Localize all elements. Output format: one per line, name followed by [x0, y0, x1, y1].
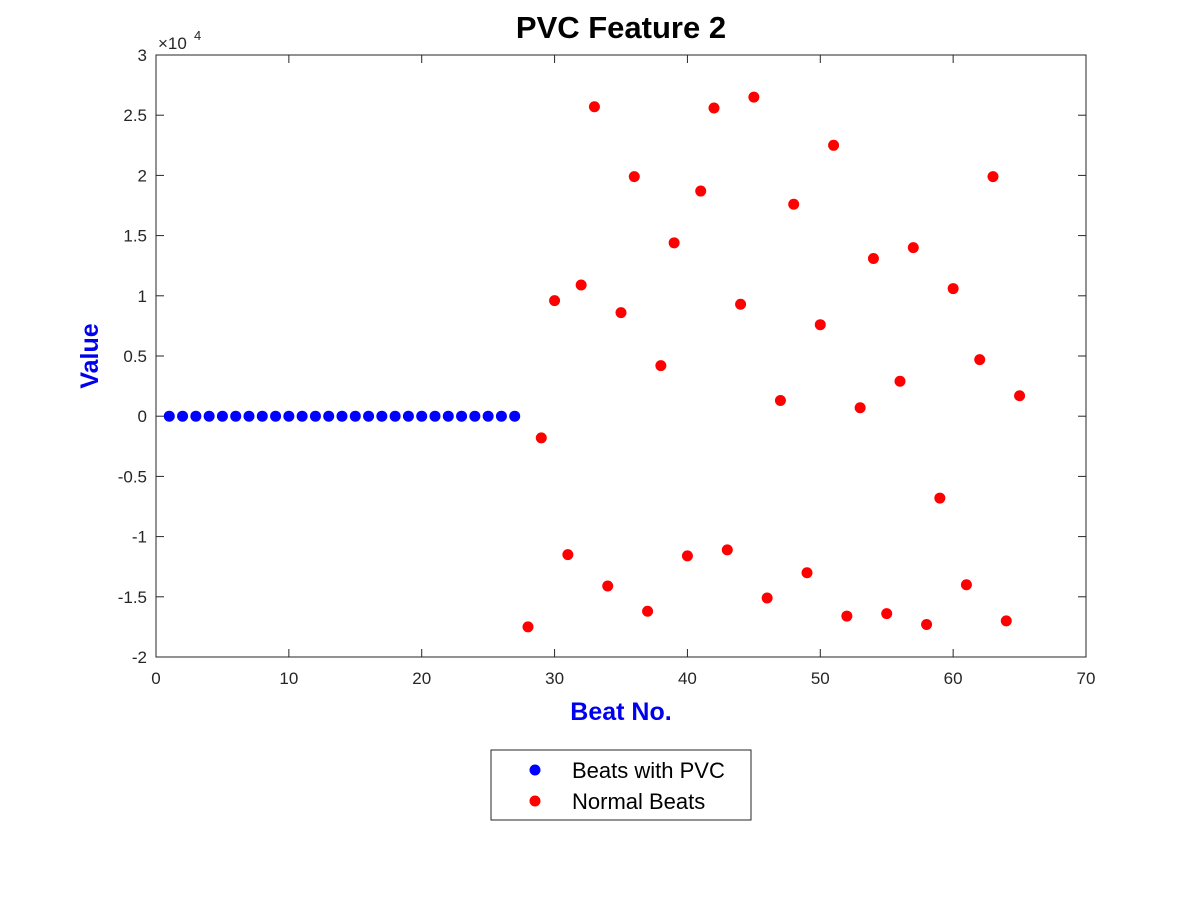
y-tick-label: -1 [132, 528, 147, 547]
data-point-pvc [456, 410, 468, 422]
data-point-normal [628, 171, 640, 183]
data-point-pvc [216, 410, 228, 422]
x-tick-label: 70 [1077, 669, 1096, 688]
data-point-normal [708, 102, 720, 114]
data-point-normal [761, 592, 773, 604]
data-points [163, 91, 1026, 633]
data-point-normal [575, 279, 587, 291]
data-point-normal [1000, 615, 1012, 627]
data-point-normal [735, 298, 747, 310]
legend-entry-normal: Normal Beats [572, 789, 705, 814]
data-point-normal [814, 319, 826, 331]
y-tick-label: -2 [132, 648, 147, 667]
legend-marker-pvc [529, 764, 541, 776]
x-tick-label: 20 [412, 669, 431, 688]
data-point-pvc [363, 410, 375, 422]
y-tick-label: -0.5 [118, 467, 147, 486]
axis-ticks: 0 10 20 30 40 50 60 70 -2 -1.5 -1 -0.5 0 0.5 1 1.5 2 2.5 3 [118, 46, 1096, 688]
data-point-normal [668, 237, 680, 249]
x-tick-label: 30 [545, 669, 564, 688]
data-point-normal [894, 375, 906, 387]
data-point-normal [881, 608, 893, 620]
data-point-normal [921, 618, 933, 630]
data-point-pvc [256, 410, 268, 422]
data-point-normal [522, 621, 534, 633]
y-tick-label: 0 [138, 407, 147, 426]
data-point-normal [947, 283, 959, 295]
y-tick-label: 2 [138, 166, 147, 185]
y-tick-label: 2.5 [123, 106, 147, 125]
data-point-normal [934, 492, 946, 504]
data-point-pvc [270, 410, 282, 422]
data-point-pvc [376, 410, 388, 422]
data-point-normal [642, 605, 654, 617]
data-point-pvc [163, 410, 175, 422]
data-point-normal [854, 402, 866, 414]
data-point-pvc [416, 410, 428, 422]
data-point-pvc [469, 410, 481, 422]
data-point-pvc [442, 410, 454, 422]
y-tick-label: 3 [138, 46, 147, 65]
data-point-normal [549, 295, 561, 307]
data-point-pvc [509, 410, 521, 422]
data-point-pvc [190, 410, 202, 422]
x-tick-label: 40 [678, 669, 697, 688]
data-point-normal [602, 580, 614, 592]
data-point-normal [801, 567, 813, 579]
chart-title: PVC Feature 2 [516, 10, 726, 45]
data-point-normal [748, 91, 760, 103]
data-point-pvc [349, 410, 361, 422]
data-point-pvc [309, 410, 321, 422]
x-axis-label: Beat No. [570, 698, 671, 726]
x-tick-label: 60 [944, 669, 963, 688]
y-axis-exponent-power: 4 [194, 28, 201, 43]
data-point-normal [535, 432, 547, 444]
data-point-normal [681, 550, 693, 562]
data-point-pvc [243, 410, 255, 422]
data-point-normal [974, 354, 986, 366]
y-tick-label: -1.5 [118, 588, 147, 607]
data-point-pvc [296, 410, 308, 422]
data-point-pvc [389, 410, 401, 422]
data-point-normal [655, 360, 667, 372]
y-tick-label: 0.5 [123, 347, 147, 366]
data-point-normal [562, 549, 574, 561]
data-point-normal [721, 544, 733, 556]
x-tick-label: 0 [151, 669, 160, 688]
data-point-normal [695, 185, 707, 197]
data-point-pvc [429, 410, 441, 422]
data-point-normal [867, 252, 879, 264]
plot-area [155, 54, 1087, 658]
y-tick-label: 1.5 [123, 227, 147, 246]
data-point-pvc [177, 410, 189, 422]
data-point-pvc [203, 410, 215, 422]
data-point-normal [588, 101, 600, 113]
y-axis-label: Value [76, 323, 104, 388]
data-point-normal [960, 579, 972, 591]
data-point-normal [828, 139, 840, 151]
data-point-pvc [402, 410, 414, 422]
legend-box [490, 749, 752, 821]
data-point-normal [987, 171, 999, 183]
data-point-pvc [336, 410, 348, 422]
data-point-normal [907, 242, 919, 254]
legend-entry-pvc: Beats with PVC [572, 758, 725, 783]
y-axis-exponent-base: ×10 [158, 34, 187, 53]
data-point-pvc [283, 410, 295, 422]
legend-marker-normal [529, 795, 541, 807]
data-point-pvc [482, 410, 494, 422]
x-tick-label: 50 [811, 669, 830, 688]
data-point-pvc [495, 410, 507, 422]
data-point-normal [615, 307, 627, 319]
x-tick-label: 10 [279, 669, 298, 688]
data-point-pvc [323, 410, 335, 422]
data-point-normal [841, 610, 853, 622]
data-point-pvc [230, 410, 242, 422]
data-point-normal [1014, 390, 1026, 402]
data-point-normal [774, 395, 786, 407]
legend: Beats with PVC Normal Beats [490, 749, 752, 821]
y-tick-label: 1 [138, 287, 147, 306]
data-point-normal [788, 198, 800, 210]
